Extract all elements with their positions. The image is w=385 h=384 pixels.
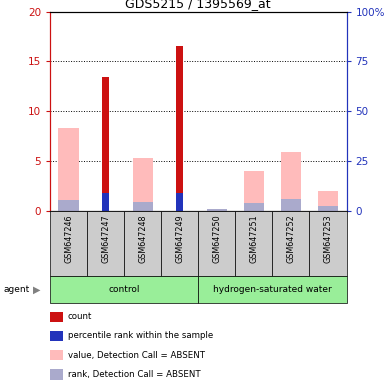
Bar (102, 78, 109, 211)
Bar (50, 311, 64, 322)
Bar (310, 211, 346, 276)
Text: GSM647252: GSM647252 (286, 214, 295, 263)
Bar (124, 211, 161, 276)
Bar (281, 152, 301, 211)
Bar (50, 331, 64, 341)
Text: GSM647247: GSM647247 (101, 214, 110, 263)
Bar (198, 211, 235, 276)
Text: agent: agent (4, 285, 30, 295)
Bar (281, 199, 301, 211)
Text: rank, Detection Call = ABSENT: rank, Detection Call = ABSENT (68, 370, 201, 379)
Bar (50, 276, 198, 303)
Bar (102, 193, 109, 211)
Text: GSM647246: GSM647246 (64, 214, 73, 263)
Text: ▶: ▶ (33, 285, 40, 295)
Bar (132, 202, 153, 211)
Bar (50, 211, 87, 276)
Bar (59, 200, 79, 211)
Text: GSM647250: GSM647250 (212, 214, 221, 263)
Bar (318, 206, 338, 211)
Bar (132, 158, 153, 211)
Text: count: count (68, 312, 92, 321)
Bar (235, 211, 273, 276)
Bar (273, 211, 310, 276)
Bar (50, 350, 64, 361)
Text: control: control (109, 285, 140, 295)
Bar (50, 369, 64, 380)
Bar (161, 211, 198, 276)
Bar (176, 193, 183, 211)
Bar (318, 191, 338, 211)
Text: GSM647251: GSM647251 (249, 214, 258, 263)
Title: GDS5215 / 1395569_at: GDS5215 / 1395569_at (126, 0, 271, 10)
Text: percentile rank within the sample: percentile rank within the sample (68, 331, 213, 341)
Text: value, Detection Call = ABSENT: value, Detection Call = ABSENT (68, 351, 205, 360)
Bar (244, 203, 264, 211)
Bar (59, 128, 79, 211)
Bar (176, 46, 183, 211)
Text: GSM647253: GSM647253 (323, 214, 333, 263)
Text: GSM647249: GSM647249 (175, 214, 184, 263)
Text: hydrogen-saturated water: hydrogen-saturated water (213, 285, 332, 295)
Bar (207, 209, 227, 211)
Bar (87, 211, 124, 276)
Bar (198, 276, 346, 303)
Text: GSM647248: GSM647248 (138, 214, 147, 263)
Bar (244, 171, 264, 211)
